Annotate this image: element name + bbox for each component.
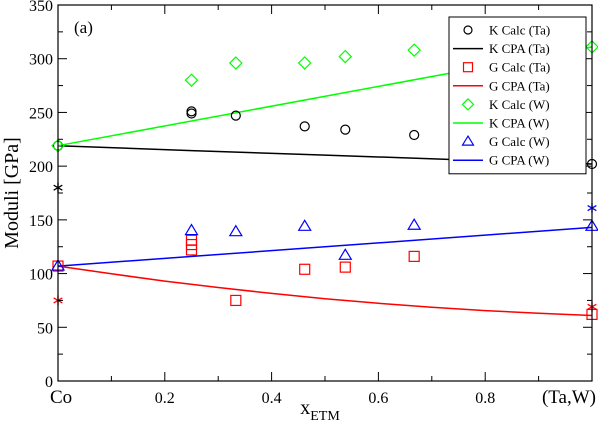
y-tick-label: 150	[29, 213, 53, 230]
data-point-diamond	[228, 56, 243, 70]
x-axis-label: xETM	[300, 397, 340, 424]
x-tick-label: 0.2	[155, 390, 175, 407]
data-point-square	[408, 250, 420, 262]
data-point-square	[339, 261, 351, 273]
data-point-triangle	[184, 223, 199, 236]
data-point-circle	[409, 129, 420, 141]
panel-label: (a)	[74, 18, 93, 37]
data-point-circle	[186, 106, 197, 117]
legend-label: K CPA (Ta)	[489, 41, 550, 56]
legend-label: K Calc (W)	[489, 97, 550, 112]
y-tick-label: 200	[29, 159, 53, 176]
data-point-square	[230, 294, 242, 307]
legend-label: G CPA (Ta)	[489, 78, 550, 93]
legend-label: K Calc (Ta)	[489, 23, 550, 38]
legend-label: G Calc (Ta)	[489, 60, 550, 75]
legend: K Calc (Ta) K CPA (Ta) G Calc (Ta) G CPA (T…	[448, 16, 587, 175]
data-point-circle	[299, 121, 310, 132]
data-point-diamond	[407, 43, 422, 57]
series-line	[57, 265, 593, 317]
x-tick-label: 0.4	[262, 390, 282, 407]
data-point-triangle	[228, 224, 243, 237]
data-point-triangle	[297, 219, 312, 231]
data-point-square	[299, 263, 311, 275]
y-tick-label: 300	[29, 52, 53, 69]
legend-entry: K CPA (W)	[453, 116, 549, 131]
legend-entry: K Calc (W)	[461, 97, 550, 112]
x-tick-label: 0.6	[368, 390, 388, 407]
markers-g-calc-w	[50, 218, 598, 271]
legend-box	[448, 16, 587, 175]
data-point-triangle	[461, 134, 475, 146]
data-point-square	[462, 62, 474, 73]
legend-entry: G Calc (Ta)	[462, 60, 550, 75]
series-g-cpa-ta	[57, 265, 593, 317]
legend-entry: G Calc (W)	[461, 134, 550, 149]
legend-entry: K CPA (Ta)	[453, 41, 550, 56]
data-point-diamond	[461, 98, 475, 111]
legend-entry: K Calc (Ta)	[463, 23, 550, 38]
series-line	[57, 226, 593, 267]
legend-entry: G CPA (Ta)	[453, 78, 550, 93]
data-point-triangle	[407, 218, 422, 230]
data-point-diamond	[297, 56, 312, 70]
x-tick-label: 0.8	[475, 390, 495, 407]
legend-label: G CPA (W)	[489, 153, 549, 168]
legend-label: G Calc (W)	[489, 134, 550, 149]
data-point-diamond	[338, 49, 353, 64]
x-axis-label-main: x	[300, 397, 310, 419]
data-point-circle	[230, 110, 241, 121]
y-tick-label: 0	[45, 374, 53, 391]
x-axis-label-sub: ETM	[310, 409, 340, 424]
data-point-diamond	[184, 73, 199, 88]
legend-label: K CPA (W)	[489, 116, 549, 131]
data-point-circle	[186, 108, 197, 119]
y-tick-label: 250	[29, 105, 53, 122]
data-point-triangle	[338, 248, 353, 260]
data-point-circle	[463, 25, 473, 35]
y-axis-label: Moduli [GPa]	[1, 137, 23, 249]
x-tick-label: Co	[50, 387, 72, 408]
y-tick-label: 350	[29, 0, 53, 15]
series-g-cpa-w	[57, 226, 593, 267]
data-point-square	[185, 234, 198, 246]
y-tick-label: 100	[29, 267, 53, 284]
y-tick-label: 50	[37, 320, 53, 337]
data-point-circle	[340, 124, 351, 135]
x-tick-label: (Ta,W)	[542, 387, 596, 408]
legend-entry: G CPA (W)	[453, 153, 549, 168]
axis-ticks: 0 50 100 150 200 250 300 350 Co 0.2 0.4 0.6 0.8 (Ta,W…	[29, 0, 596, 408]
